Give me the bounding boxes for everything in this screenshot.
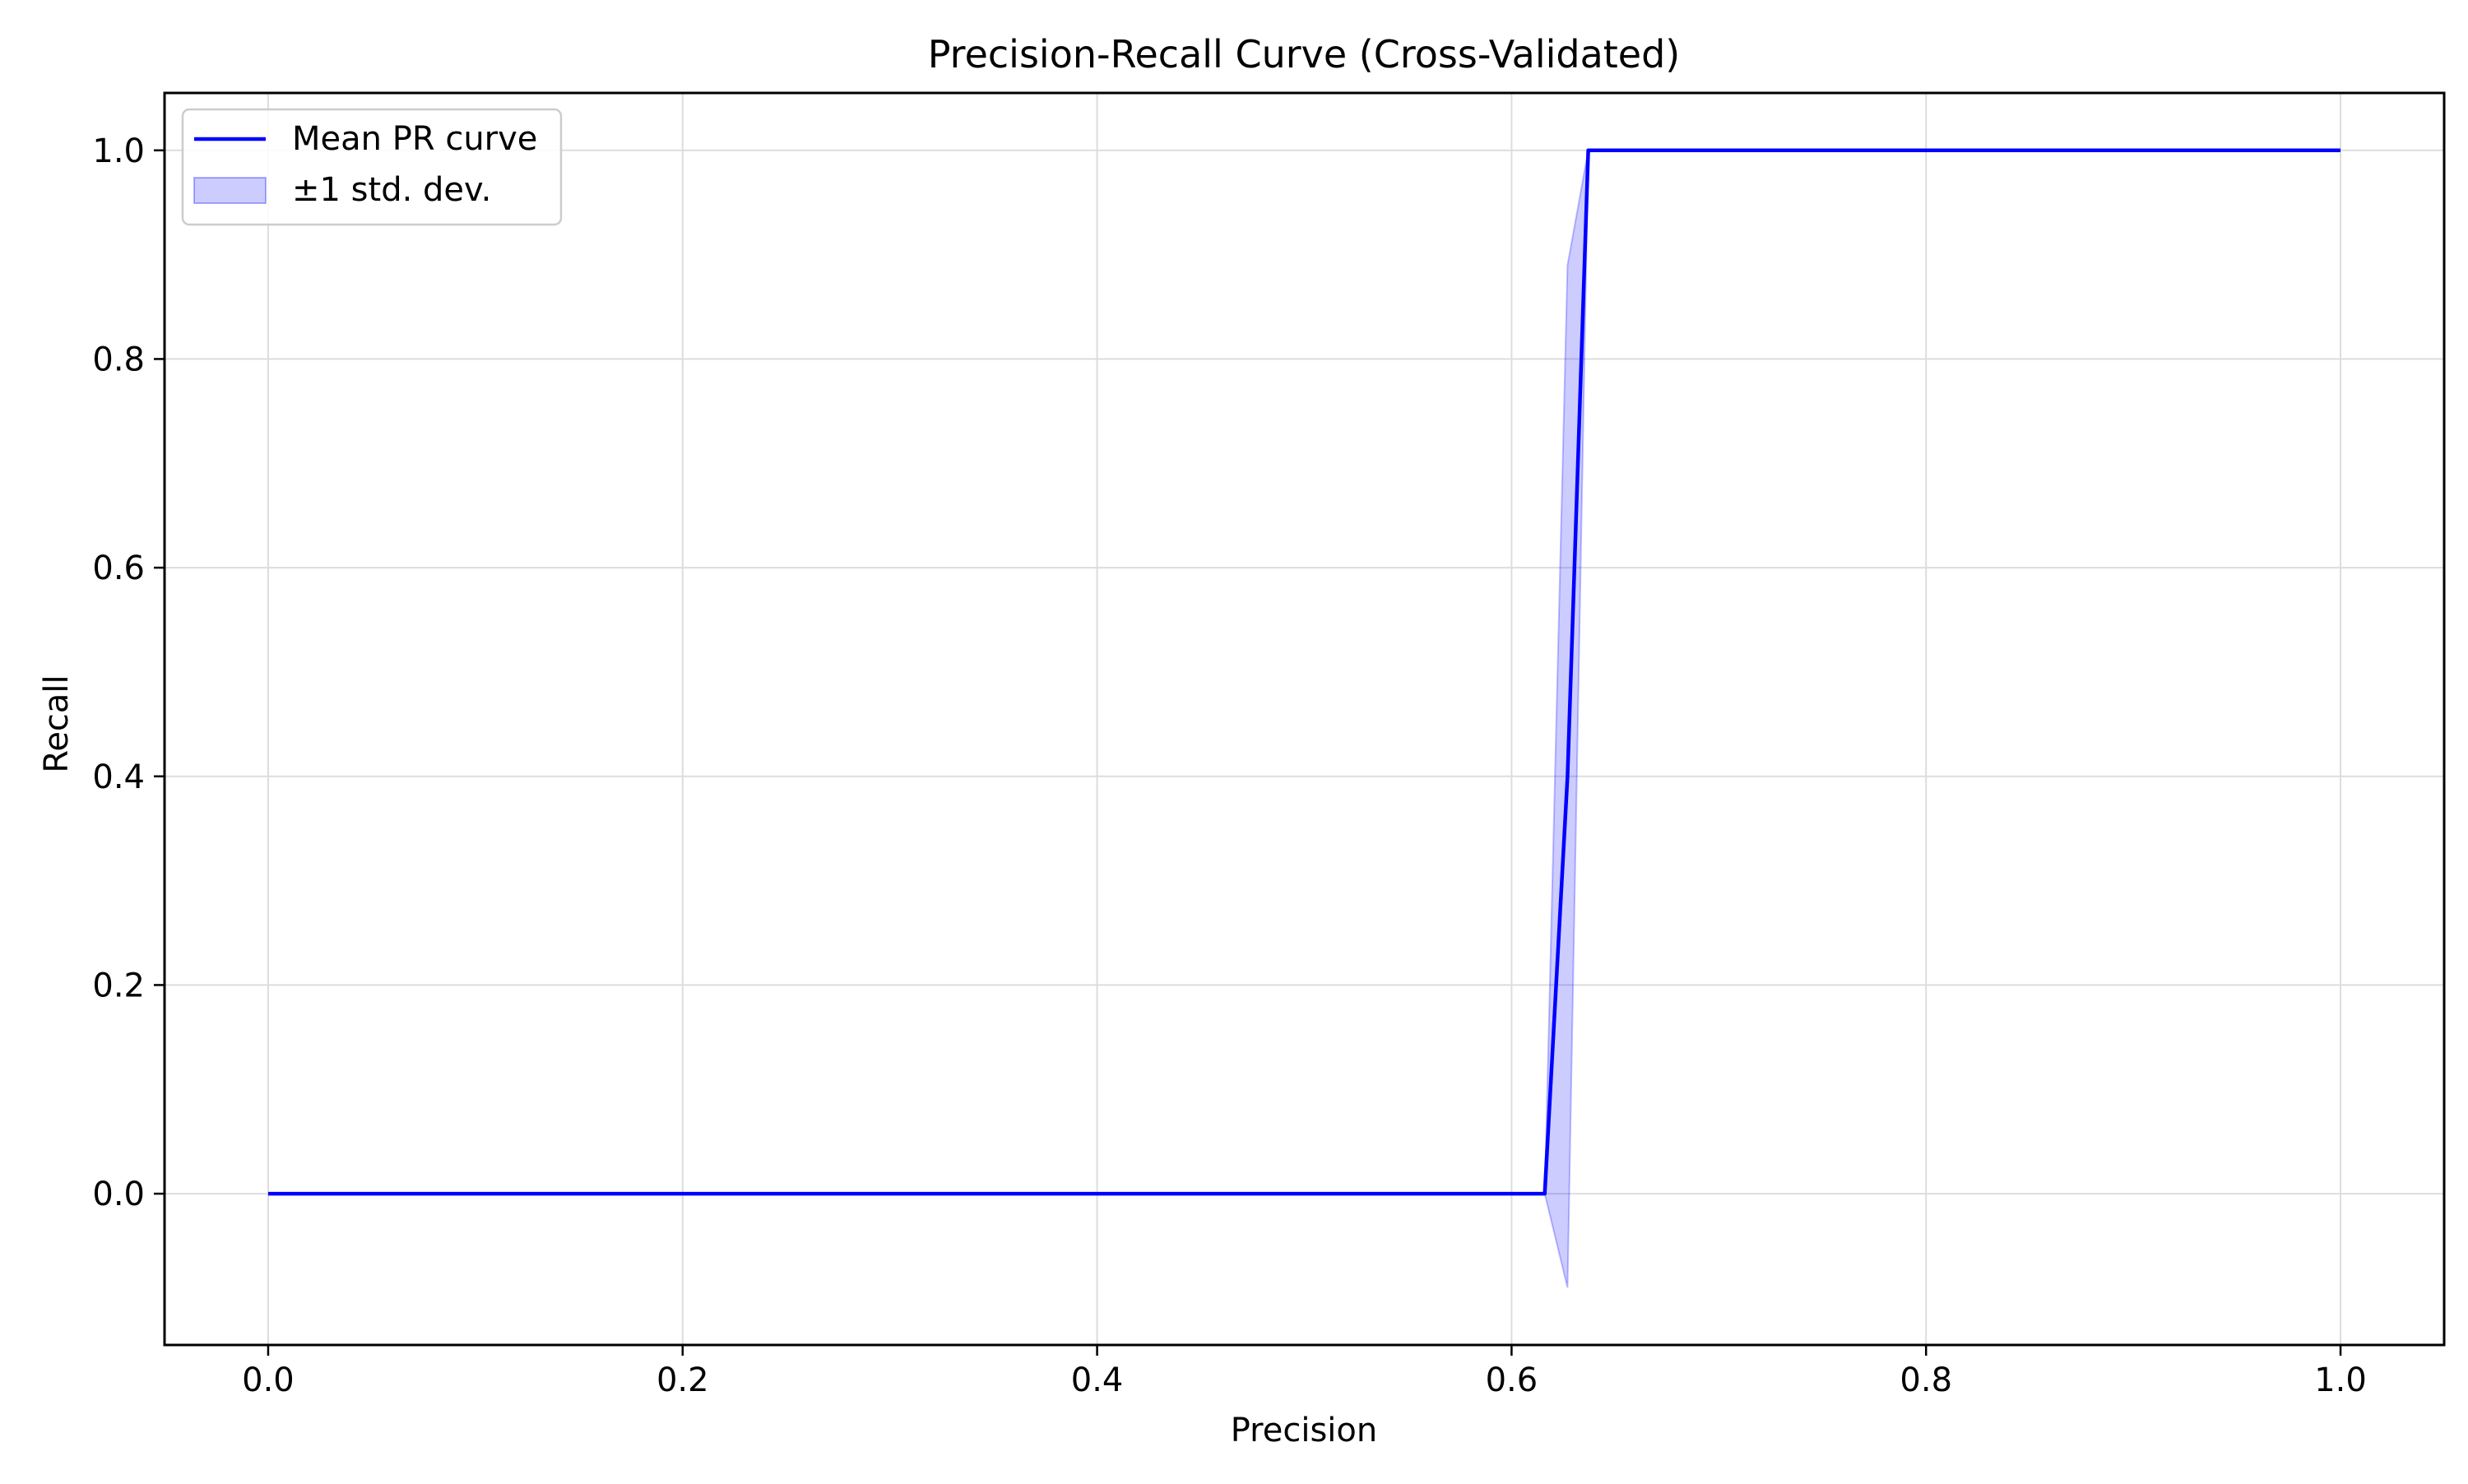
x-tick-label-1: 0.2	[656, 1361, 709, 1399]
legend-label-std-dev: ±1 std. dev.	[292, 171, 491, 209]
y-tick-label-5: 1.0	[92, 132, 145, 170]
y-tick-label-3: 0.6	[92, 550, 145, 587]
x-tick-label-4: 0.8	[1900, 1361, 1952, 1399]
y-tick-label-0: 0.0	[92, 1176, 145, 1213]
x-axis-label: Precision	[1231, 1412, 1377, 1449]
y-tick-label-1: 0.2	[92, 967, 145, 1004]
mean-pr-curve-line	[267, 148, 2341, 1196]
legend-band-swatch	[193, 177, 267, 204]
x-tick-label-3: 0.6	[1486, 1361, 1538, 1399]
legend-box	[181, 108, 563, 226]
y-tick-label-4: 0.8	[92, 341, 145, 378]
y-tick-label-2: 0.4	[92, 758, 145, 796]
legend: Mean PR curve ±1 std. dev.	[181, 108, 563, 226]
plot-frame	[163, 91, 2446, 1347]
x-tick-label-2: 0.4	[1071, 1361, 1124, 1399]
legend-label-mean-pr: Mean PR curve	[292, 120, 537, 158]
std-dev-band	[267, 149, 2341, 1288]
y-axis-label: Recall	[38, 675, 76, 772]
x-tick-label-0: 0.0	[242, 1361, 295, 1399]
x-tick-label-5: 1.0	[2314, 1361, 2367, 1399]
chart-title: Precision-Recall Curve (Cross-Validated)	[928, 32, 1681, 77]
